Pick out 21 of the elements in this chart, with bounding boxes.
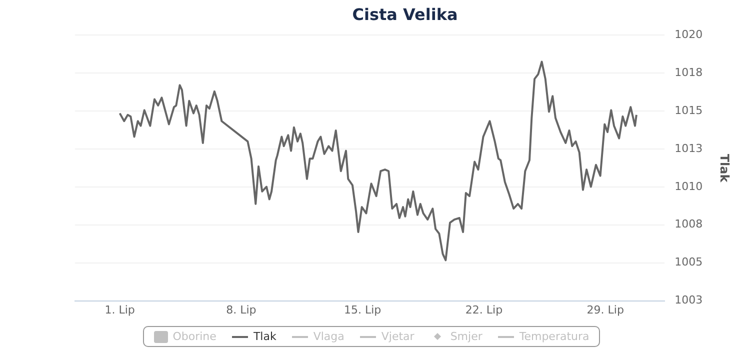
legend-label: Temperatura xyxy=(519,330,590,343)
x-tick-label: 15. Lip xyxy=(344,303,382,316)
legend-label: Tlak xyxy=(253,330,276,343)
x-tick-label: 22. Lip xyxy=(465,303,503,316)
y-tick-label: 1015 xyxy=(674,104,703,117)
legend-label: Vlaga xyxy=(313,330,344,343)
x-tick-label: 8. Lip xyxy=(226,303,256,316)
x-tick-label: 1. Lip xyxy=(104,303,135,316)
legend-label: Vjetar xyxy=(381,330,414,343)
y-tick-label: 1005 xyxy=(674,256,703,269)
y-axis-title: Tlak xyxy=(718,154,732,184)
y-tick-label: 1003 xyxy=(674,294,703,307)
y-tick-label: 1008 xyxy=(674,218,703,231)
chart-title: Cista Velika xyxy=(352,4,458,24)
legend-label: Smjer xyxy=(450,330,482,343)
legend-label: Oborine xyxy=(172,330,216,343)
y-tick-label: 1020 xyxy=(674,28,703,42)
y-tick-label: 1013 xyxy=(674,142,703,155)
y-tick-label: 1010 xyxy=(674,180,703,193)
y-tick-label: 1018 xyxy=(674,66,703,80)
x-tick-label: 29. Lip xyxy=(586,303,624,316)
